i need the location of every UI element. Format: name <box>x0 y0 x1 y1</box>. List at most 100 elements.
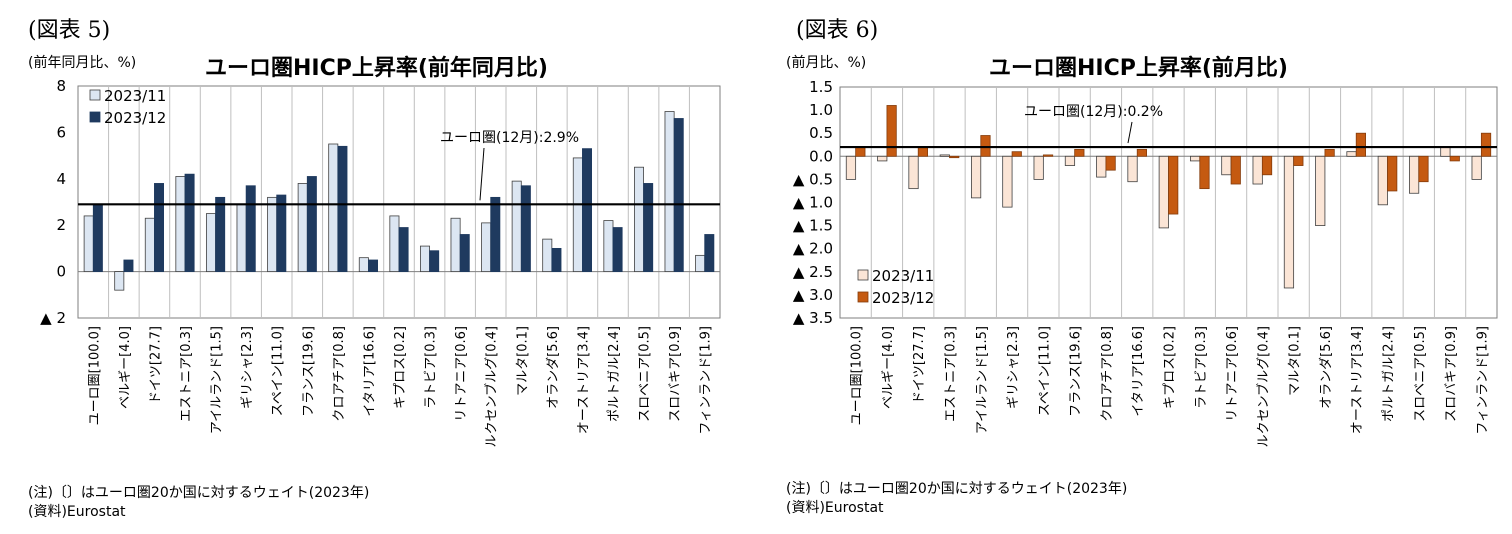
category-label: ラトビア[0.3] <box>424 326 439 409</box>
category-label: スロベニア[0.5] <box>1413 326 1428 422</box>
bar <box>328 143 339 272</box>
note-line: (注)〔〕はユーロ圏20か国に対するウェイト(2023年) <box>786 481 1128 497</box>
bar <box>245 185 256 272</box>
bar <box>877 155 888 162</box>
bar <box>276 194 287 272</box>
bar <box>908 155 919 190</box>
bar <box>490 196 501 272</box>
bar <box>520 185 531 272</box>
bar <box>398 227 409 273</box>
bar <box>1252 155 1263 185</box>
bar <box>582 148 593 272</box>
source-line: (資料)Eurostat <box>28 504 126 520</box>
bar <box>939 154 950 157</box>
bar <box>1105 155 1116 171</box>
chart-title: ユーロ圏HICP上昇率(前月比) <box>989 56 1288 81</box>
reference-label: ユーロ圏(12月):0.2% <box>1024 104 1163 120</box>
note-line: (注)〔〕はユーロ圏20か国に対するウェイト(2023年) <box>28 485 370 501</box>
bar <box>643 183 654 273</box>
bar <box>664 111 675 272</box>
bar <box>1221 155 1232 176</box>
figure-label: (図表 6) <box>796 18 879 43</box>
figure-label: (図表 5) <box>28 18 111 43</box>
bar <box>389 215 400 272</box>
legend-label: 2023/12 <box>104 109 166 127</box>
legend-swatch <box>857 269 869 281</box>
chart-svg: ▲ 2 0 2 4 6 8 ユーロ圏(12月):2.9% ユーロ圏[100.0] ベルギー[4.… <box>40 77 721 447</box>
bar <box>1377 155 1388 206</box>
bar <box>673 118 684 272</box>
chart-title: ユーロ圏HICP上昇率(前年同月比) <box>205 56 548 81</box>
y-tick-label: 8 <box>56 77 66 95</box>
bar <box>236 203 247 273</box>
legend-label: 2023/11 <box>872 267 934 285</box>
category-label: スペイン[11.0] <box>1037 326 1052 416</box>
category-label: ルクセンブルグ[0.4] <box>484 326 500 447</box>
bar <box>1042 154 1054 157</box>
y-tick-label: 4 <box>56 170 66 188</box>
bar <box>306 176 317 272</box>
bar <box>1480 132 1492 157</box>
bar <box>704 234 715 272</box>
bar <box>368 259 378 273</box>
legend-label: 2023/12 <box>872 289 934 307</box>
category-label: ユーロ圏[100.0] <box>87 326 102 425</box>
bar <box>511 180 522 272</box>
bar <box>175 176 186 272</box>
bar <box>1355 132 1367 157</box>
bar <box>154 183 165 273</box>
legend-label: 2023/11 <box>104 87 166 105</box>
category-label: フィンランド[1.9] <box>1475 326 1490 435</box>
category-label: リトアニア[0.6] <box>1225 326 1240 422</box>
category-label: クロアチア[0.8] <box>1100 326 1115 422</box>
bar <box>1189 155 1201 162</box>
category-label: ルクセンブルグ[0.4] <box>1255 326 1271 447</box>
bar <box>1315 155 1326 227</box>
bar <box>358 257 369 272</box>
chart-panel-6: (図表 6) (前月比、%) ユーロ圏HICP上昇率(前月比) ▲ 3.5 ▲ 3… <box>756 0 1512 534</box>
bar <box>184 173 195 273</box>
category-label: ドイツ[27.7] <box>148 326 163 404</box>
category-label: マルタ[0.1] <box>515 326 530 396</box>
bar <box>429 250 440 273</box>
legend-swatch <box>857 291 869 303</box>
bar <box>1387 155 1398 192</box>
bar <box>1261 155 1273 176</box>
bar <box>1074 148 1085 157</box>
category-label: スロバキア[0.9] <box>668 326 683 422</box>
category-label: スロベニア[0.5] <box>638 326 653 422</box>
bar <box>1409 155 1420 194</box>
category-label: フランス[19.6] <box>301 326 316 417</box>
category-label: マルタ[0.1] <box>1288 326 1303 396</box>
bar <box>1346 151 1357 157</box>
category-label: アイルランド[1.5] <box>210 326 225 434</box>
category-label: オーストリア[3.4] <box>1350 326 1365 434</box>
category-label: ベルギー[4.0] <box>118 326 133 409</box>
bar <box>419 245 430 273</box>
category-label: フィンランド[1.9] <box>699 326 714 435</box>
category-label: ベルギー[4.0] <box>881 326 896 409</box>
category-label: ラトビア[0.3] <box>1194 326 1209 409</box>
reference-arrow <box>1127 121 1133 144</box>
bar <box>603 220 614 272</box>
bar <box>1293 155 1304 166</box>
bar <box>1230 155 1241 185</box>
bar <box>337 145 348 273</box>
category-label: イタリア[16.6] <box>362 326 377 417</box>
bar <box>1136 148 1148 157</box>
bar <box>1440 146 1451 157</box>
bar <box>1002 155 1013 208</box>
bar <box>1199 155 1210 190</box>
category-label: エストニア[0.3] <box>179 326 194 422</box>
bar <box>695 254 706 273</box>
plot-area <box>77 85 721 319</box>
bar <box>481 222 492 273</box>
bar <box>1033 155 1044 180</box>
y-tick-label: ▲ 3.5 <box>793 309 833 327</box>
y-tick-label: 0 <box>56 263 66 281</box>
category-label: スペイン[11.0] <box>271 326 286 416</box>
category-label: オランダ[5.6] <box>1319 326 1334 409</box>
bar <box>970 155 982 199</box>
y-tick-label: 2 <box>56 216 66 234</box>
bar <box>123 259 134 273</box>
